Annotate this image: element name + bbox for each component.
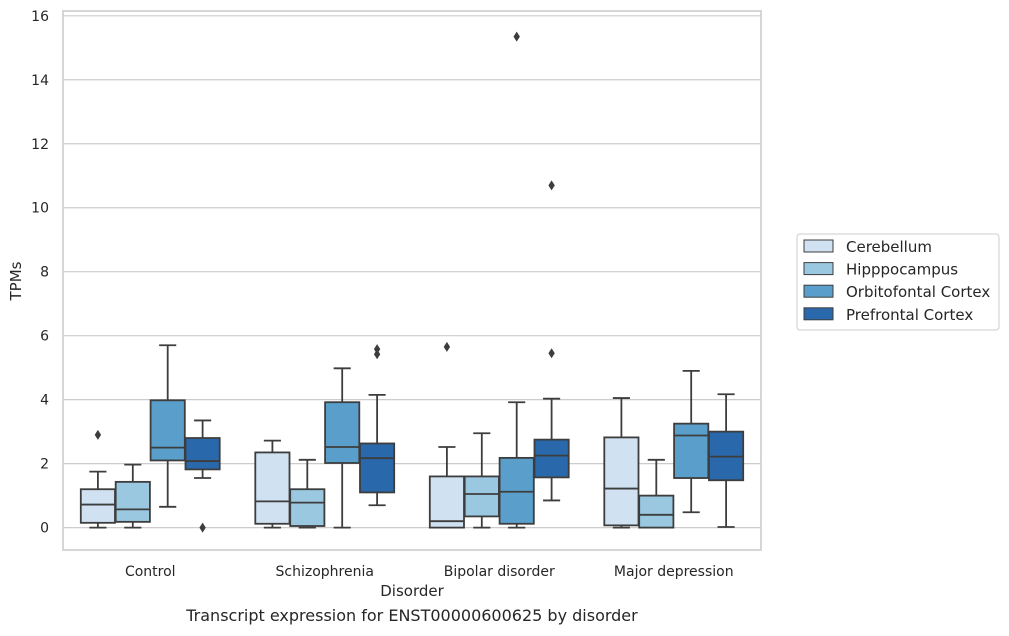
x-tick-label: Control	[125, 564, 176, 580]
outlier-point	[513, 31, 520, 42]
box-hipppocampus-0	[114, 463, 151, 529]
outlier-point	[548, 180, 555, 191]
x-axis-label: Disorder	[380, 582, 444, 600]
box-iqr	[114, 480, 151, 523]
y-tick-label: 16	[31, 9, 49, 25]
box-prefrontal-cortex-3	[708, 393, 745, 528]
y-tick-labels: 0 2 4 6 8 10 12 14 16	[31, 9, 49, 537]
x-tick-label: Bipolar disorder	[444, 564, 555, 580]
box-cerebellum-1	[254, 439, 291, 529]
box-iqr	[324, 401, 361, 464]
y-tick-label: 8	[40, 265, 49, 281]
outlier-point	[443, 341, 451, 352]
box-hipppocampus-3	[638, 458, 675, 529]
legend-swatch	[803, 239, 834, 253]
legend-label: Hipppocampus	[846, 261, 958, 279]
box-cerebellum-2	[428, 341, 465, 529]
y-tick-label: 6	[40, 329, 49, 345]
box-iqr	[638, 494, 675, 529]
legend-swatch	[803, 262, 834, 276]
y-tick-label: 12	[31, 137, 49, 153]
box-prefrontal-cortex-0	[184, 419, 221, 533]
box-iqr	[533, 438, 570, 479]
legend: Cerebellum Hipppocampus Orbitofontal Corte…	[796, 233, 1000, 331]
box-iqr	[359, 442, 396, 494]
outlier-point	[199, 522, 206, 533]
y-tick-label: 10	[31, 201, 49, 217]
box-iqr	[149, 399, 186, 462]
box-iqr	[603, 436, 640, 527]
box-cerebellum-3	[603, 397, 640, 529]
legend-swatch	[803, 307, 834, 321]
box-prefrontal-cortex-1	[359, 344, 396, 507]
box-orbitofontal-cortex-2	[498, 31, 535, 529]
y-axis-label: TPMs	[7, 261, 25, 301]
x-tick-label: Major depression	[614, 564, 734, 580]
outlier-point	[94, 429, 102, 440]
legend-label: Orbitofontal Cortex	[846, 283, 990, 301]
box-prefrontal-cortex-2	[533, 180, 570, 502]
y-tick-label: 14	[31, 73, 49, 89]
plot-frame	[62, 10, 762, 551]
outlier-point	[373, 349, 381, 360]
outlier-point	[548, 348, 555, 359]
box-orbitofontal-cortex-0	[149, 344, 186, 508]
box-iqr	[428, 475, 465, 529]
box-iqr	[673, 422, 710, 479]
y-tick-label: 4	[40, 393, 49, 409]
x-tick-label: Schizophrenia	[276, 564, 374, 580]
box-iqr	[184, 437, 221, 471]
box-iqr	[254, 451, 291, 525]
box-cerebellum-0	[79, 429, 116, 529]
box-iqr	[463, 475, 500, 518]
box-iqr	[79, 488, 116, 524]
y-tick-label: 0	[40, 521, 49, 537]
boxes	[79, 31, 745, 533]
box-iqr	[289, 488, 326, 527]
legend-label: Cerebellum	[846, 238, 932, 256]
box-iqr	[498, 456, 535, 525]
x-tick-labels: Control Schizophrenia Bipolar disorder Majo…	[125, 564, 734, 580]
outlier-point	[373, 344, 381, 355]
box-orbitofontal-cortex-1	[324, 367, 361, 529]
legend-label: Prefrontal Cortex	[846, 306, 973, 324]
box-hipppocampus-1	[289, 458, 326, 529]
legend-frame	[796, 233, 1000, 331]
figure-caption: Transcript expression for ENST0000060062…	[186, 606, 638, 625]
y-tick-label: 2	[40, 457, 49, 473]
legend-swatch	[803, 284, 834, 298]
